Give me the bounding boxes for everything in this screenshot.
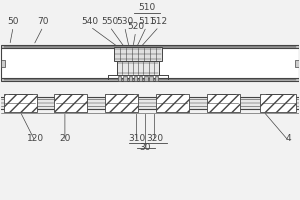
Bar <box>1 97 299 109</box>
Bar <box>1 45 299 48</box>
Text: 310: 310 <box>128 134 145 143</box>
Bar <box>295 60 299 67</box>
Text: 511: 511 <box>138 17 155 26</box>
Bar <box>123 76 127 81</box>
Text: 30: 30 <box>140 143 151 152</box>
Text: 550: 550 <box>101 17 118 26</box>
Bar <box>1 48 299 78</box>
Bar <box>117 61 159 75</box>
Bar <box>134 76 137 81</box>
Bar <box>128 76 132 81</box>
Text: 120: 120 <box>26 134 44 143</box>
Bar <box>1 60 5 67</box>
Text: 50: 50 <box>8 17 19 26</box>
Bar <box>154 76 158 81</box>
Text: 520: 520 <box>127 22 144 31</box>
Bar <box>114 47 162 61</box>
Bar <box>118 76 122 81</box>
Text: 4: 4 <box>286 134 292 143</box>
Text: 510: 510 <box>138 3 155 12</box>
Bar <box>207 94 240 112</box>
Text: 540: 540 <box>82 17 99 26</box>
Text: 320: 320 <box>146 134 163 143</box>
Bar <box>139 76 142 81</box>
Bar <box>105 94 138 112</box>
Text: 70: 70 <box>37 17 49 26</box>
Bar <box>149 76 153 81</box>
Text: 512: 512 <box>150 17 167 26</box>
Text: 20: 20 <box>59 134 70 143</box>
Text: 530: 530 <box>116 17 133 26</box>
Bar <box>1 78 299 81</box>
Bar <box>54 94 87 112</box>
Bar <box>4 94 37 112</box>
Bar <box>260 94 296 112</box>
Bar <box>144 76 148 81</box>
Bar <box>156 94 189 112</box>
